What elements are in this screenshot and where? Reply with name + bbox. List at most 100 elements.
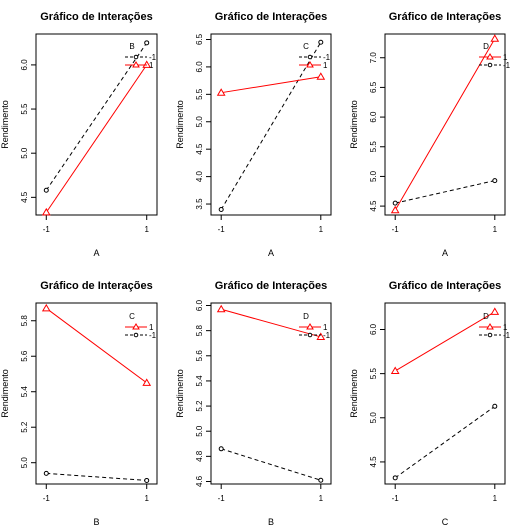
legend-label: -1 bbox=[503, 331, 511, 340]
y-tick-label: 5.0 bbox=[20, 457, 29, 469]
series-point bbox=[142, 378, 152, 386]
legend-label: -1 bbox=[149, 53, 157, 62]
series-point bbox=[318, 39, 324, 45]
series-point bbox=[492, 178, 498, 184]
legend-label: 1 bbox=[323, 61, 328, 70]
series-point bbox=[392, 200, 398, 206]
legend-title: C bbox=[129, 312, 135, 321]
x-axis-label: A bbox=[442, 248, 448, 258]
plot-frame bbox=[210, 33, 332, 216]
y-tick-label: 5.2 bbox=[20, 421, 29, 433]
series-line bbox=[221, 448, 321, 481]
series-point bbox=[216, 88, 226, 96]
series-line bbox=[395, 180, 495, 204]
series-point bbox=[41, 303, 51, 312]
x-tick-label: 1 bbox=[319, 494, 324, 503]
y-tick-label: 5.2 bbox=[195, 400, 204, 412]
legend-marker bbox=[487, 62, 493, 68]
y-tick-label: 5.5 bbox=[20, 103, 29, 115]
y-tick-label: 5.0 bbox=[369, 170, 378, 182]
x-tick-label: -1 bbox=[392, 225, 400, 234]
legend-marker bbox=[133, 332, 139, 338]
legend-marker bbox=[132, 61, 140, 68]
y-tick-label: 5.8 bbox=[195, 325, 204, 337]
x-axis-label: A bbox=[268, 248, 274, 258]
y-tick-label: 4.6 bbox=[195, 475, 204, 487]
y-tick-label: 5.5 bbox=[369, 141, 378, 153]
y-tick-label: 5.5 bbox=[369, 368, 378, 380]
y-tick-label: 6.0 bbox=[195, 61, 204, 73]
legend-label: -1 bbox=[149, 331, 157, 340]
series-point bbox=[144, 477, 150, 483]
legend-label: 1 bbox=[323, 323, 328, 332]
legend-label: 1 bbox=[149, 323, 154, 332]
y-axis-label: Rendimento bbox=[349, 100, 359, 149]
series-line bbox=[221, 76, 321, 94]
interaction-panel: Gráfico de Interações-1 1B4.64.85.05.25.4… bbox=[175, 280, 332, 527]
legend-marker bbox=[132, 323, 140, 330]
legend-marker bbox=[133, 54, 139, 60]
interaction-panel: Gráfico de Interações-1 1A4.55.05.56.0Ren… bbox=[0, 11, 158, 258]
y-tick-label: 6.5 bbox=[195, 33, 204, 45]
x-tick-label: -1 bbox=[218, 225, 226, 234]
y-tick-label: 5.6 bbox=[20, 350, 29, 362]
y-tick-label: 5.0 bbox=[195, 425, 204, 437]
legend: D 1-1 bbox=[479, 312, 511, 340]
series-line bbox=[45, 307, 148, 384]
y-axis-label: Rendimento bbox=[175, 100, 185, 149]
series-line bbox=[45, 42, 148, 191]
panel-title: Gráfico de Interações bbox=[40, 11, 153, 23]
series-line bbox=[221, 308, 321, 338]
y-tick-label: 5.5 bbox=[195, 88, 204, 100]
legend-title: D bbox=[483, 312, 489, 321]
legend: D 1-1 bbox=[299, 312, 331, 340]
y-tick-label: 6.0 bbox=[20, 59, 29, 71]
panel-title: Gráfico de Interações bbox=[215, 11, 328, 23]
panel-title: Gráfico de Interações bbox=[215, 280, 328, 292]
series-point bbox=[390, 366, 400, 374]
plot-frame bbox=[35, 302, 158, 485]
legend: B -11 bbox=[125, 42, 157, 70]
y-tick-label: 6.5 bbox=[369, 81, 378, 93]
series-point bbox=[490, 34, 500, 42]
panel-title: Gráfico de Interações bbox=[389, 11, 502, 23]
y-tick-label: 4.5 bbox=[195, 143, 204, 155]
y-tick-label: 4.0 bbox=[195, 170, 204, 182]
series-point bbox=[316, 332, 326, 340]
series-point bbox=[216, 304, 226, 313]
legend-title: D bbox=[483, 42, 489, 51]
series-line bbox=[220, 41, 322, 210]
x-tick-label: 1 bbox=[144, 494, 149, 503]
series-line bbox=[394, 38, 496, 211]
legend: D 1-1 bbox=[479, 42, 511, 70]
interaction-panel: Gráfico de Interações-1 1A3.54.04.55.05.5… bbox=[175, 11, 332, 258]
plot-frame bbox=[210, 302, 332, 485]
legend-label: -1 bbox=[323, 53, 331, 62]
legend-marker bbox=[486, 53, 494, 60]
y-tick-label: 5.0 bbox=[369, 412, 378, 424]
x-tick-label: 1 bbox=[144, 225, 149, 234]
panel-title: Gráfico de Interações bbox=[389, 280, 502, 292]
series-point bbox=[390, 205, 400, 214]
series-line bbox=[394, 311, 496, 372]
x-tick-label: -1 bbox=[392, 494, 400, 503]
y-tick-label: 5.4 bbox=[195, 375, 204, 387]
plot-frame bbox=[384, 33, 506, 216]
y-tick-label: 6.0 bbox=[369, 111, 378, 123]
x-axis-label: A bbox=[93, 248, 99, 258]
interaction-panel: Gráfico de Interações-1 1B5.05.25.45.65.8… bbox=[0, 280, 158, 527]
y-tick-label: 5.6 bbox=[195, 350, 204, 362]
interaction-panel: Gráfico de Interações-1 1C4.55.05.56.0Ren… bbox=[349, 280, 511, 527]
series-line bbox=[45, 64, 148, 213]
legend-title: C bbox=[303, 42, 309, 51]
interaction-panel: Gráfico de Interações-1 1A4.55.05.56.06.5… bbox=[349, 11, 511, 258]
y-tick-label: 5.0 bbox=[20, 147, 29, 159]
legend-label: -1 bbox=[503, 61, 511, 70]
y-axis-label: Rendimento bbox=[0, 369, 10, 418]
y-tick-label: 4.5 bbox=[20, 191, 29, 203]
legend-marker bbox=[306, 323, 314, 330]
x-tick-label: -1 bbox=[218, 494, 226, 503]
series-point bbox=[316, 72, 326, 80]
legend-label: 1 bbox=[503, 323, 508, 332]
